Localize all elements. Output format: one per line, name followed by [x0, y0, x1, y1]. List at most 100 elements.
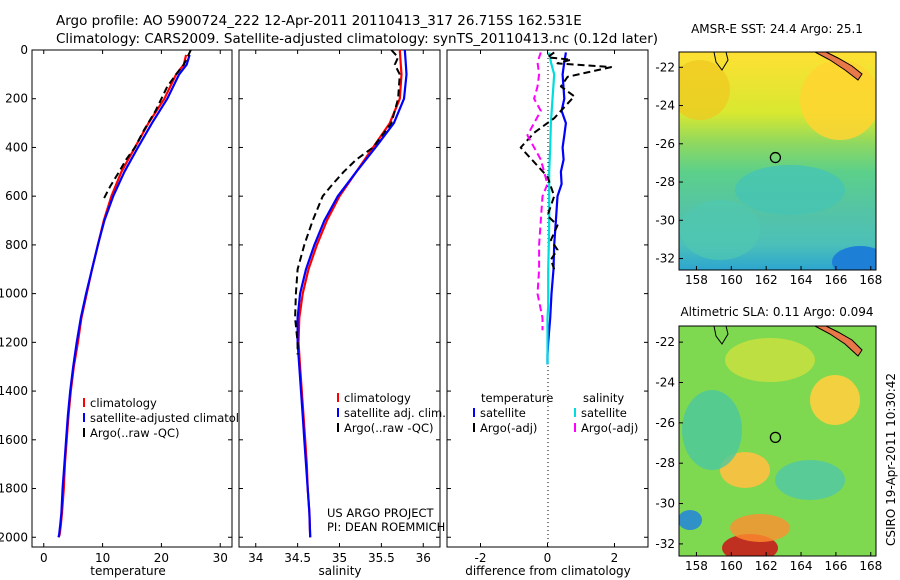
difference-legend-sal-satellite: satellite: [581, 406, 627, 420]
sst-map-title: AMSR-E SST: 24.4 Argo: 25.1: [691, 22, 863, 36]
temperature-xlabel: temperature: [90, 564, 165, 578]
sst-lat-tick-label: -30: [655, 213, 675, 227]
sst-lon-tick-label: 168: [859, 273, 882, 287]
temperature-series-satellite-adjusted-climatology: [57, 54, 191, 538]
salinity-legend-satellite: satellite adj. clim.: [344, 406, 446, 420]
temperature-legend: climatology satellite-adjusted climatolo…: [83, 396, 260, 440]
sla-map-panel: Altimetric SLA: 0.11 Argo: 0.094 158 160 1…: [655, 305, 882, 573]
sla-lat-tick-label: -28: [655, 456, 675, 470]
sla-orange-patch: [720, 452, 770, 488]
sst-cool-patch: [735, 165, 845, 215]
depth-tick-label: 1200: [0, 335, 28, 349]
sla-argo-location-marker: [769, 431, 782, 444]
salinity-xtick-label: 36: [416, 551, 431, 565]
depth-tick-label: 400: [5, 140, 28, 154]
sla-lon-tick-label: 160: [720, 559, 743, 573]
difference-legend: temperature satellite Argo(-adj) salinit…: [473, 391, 638, 435]
salinity-xtick-label: 35.5: [368, 551, 395, 565]
sla-blue-spot: [679, 510, 702, 530]
sla-lon-tick-label: 168: [859, 559, 882, 573]
sla-lon-tick-label: 166: [824, 559, 847, 573]
difference-legend-sal-argo: Argo(-adj): [581, 421, 638, 435]
depth-tick-label: 800: [5, 238, 28, 252]
sla-lat-tick-label: -30: [655, 497, 675, 511]
sla-lon-tick-label: 164: [790, 559, 813, 573]
sla-lon-tick-label: 162: [755, 559, 778, 573]
sst-lat-tick-label: -26: [655, 137, 675, 151]
sst-lon-tick-label: 166: [824, 273, 847, 287]
sla-orange-patch-2: [730, 514, 790, 542]
temperature-xtick-label: 20: [154, 551, 169, 565]
difference-series-argo-adj: [526, 52, 549, 331]
sla-lat-tick-label: -22: [655, 335, 675, 349]
difference-legend-temp-argo: Argo(-adj): [480, 421, 537, 435]
coast-outline: [713, 52, 729, 71]
sst-lon-tick-label: 158: [685, 273, 708, 287]
sla-cyan-patch: [682, 390, 742, 470]
difference-xtick-label: 2: [611, 551, 619, 565]
sla-map-title: Altimetric SLA: 0.11 Argo: 0.094: [680, 305, 873, 319]
salinity-series-satellite-adj-clim: [296, 49, 408, 538]
depth-tick-label: 600: [5, 189, 28, 203]
salinity-plot-frame: [238, 49, 441, 548]
salinity-legend-argo: Argo(..raw -QC): [344, 421, 434, 435]
salinity-series-argo-raw-qc: [294, 49, 401, 355]
sst-lon-tick-label: 160: [720, 273, 743, 287]
difference-legend-temp-satellite: satellite: [480, 406, 526, 420]
sst-cold-corner: [832, 246, 876, 270]
difference-xlabel: difference from climatology: [465, 564, 631, 578]
difference-series-satellite: [546, 52, 556, 365]
csiro-timestamp: CSIRO 19-Apr-2011 10:30:42: [884, 373, 898, 546]
temperature-legend-argo: Argo(..raw -QC): [90, 426, 180, 440]
temperature-xtick-label: 30: [213, 551, 228, 565]
sst-warm-patch: [800, 60, 876, 140]
difference-xtick-label: 0: [544, 551, 552, 565]
difference-series-satellite: [546, 52, 568, 365]
temperature-xtick-label: 0: [40, 551, 48, 565]
figure-title-line1: Argo profile: AO 5900724_222 12-Apr-2011…: [56, 13, 582, 29]
difference-profile-panel: -2 0 2 difference from climatology tempera…: [446, 49, 649, 578]
project-credit: US ARGO PROJECT: [327, 506, 435, 520]
sst-argo-location-marker: [769, 151, 782, 164]
sla-yellow-patch-2: [810, 375, 860, 425]
new-caledonia-island-sla: [814, 326, 863, 357]
sla-lon-tick-label: 158: [685, 559, 708, 573]
salinity-xtick-label: 34.5: [284, 551, 311, 565]
depth-tick-label: 1000: [0, 287, 28, 301]
sla-cyan-patch-2: [775, 460, 845, 500]
difference-legend-temperature: temperature: [481, 391, 553, 405]
temperature-xtick-label: 10: [95, 551, 110, 565]
sst-map-panel: AMSR-E SST: 24.4 Argo: 25.1 158 160 162 164…: [655, 22, 882, 287]
sla-lat-tick-label: -32: [655, 537, 675, 551]
depth-tick-label: 2000: [0, 530, 28, 544]
temperature-legend-satellite: satellite-adjusted climatology: [90, 411, 260, 425]
depth-tick-label: 200: [5, 92, 28, 106]
salinity-xtick-label: 35: [332, 551, 347, 565]
temperature-legend-climatology: climatology: [90, 396, 157, 410]
depth-tick-label: 1400: [0, 384, 28, 398]
sst-lat-tick-label: -24: [655, 99, 675, 113]
coast-outline-sla: [713, 326, 729, 345]
salinity-xlabel: salinity: [318, 564, 361, 578]
sla-lat-tick-label: -26: [655, 416, 675, 430]
sst-lon-tick-label: 164: [790, 273, 813, 287]
sst-lat-tick-label: -32: [655, 252, 675, 266]
sla-lat-tick-label: -24: [655, 375, 675, 389]
sst-lat-tick-label: -22: [655, 60, 675, 74]
difference-legend-salinity: salinity: [583, 391, 624, 405]
sst-cool-patch-2: [680, 200, 760, 260]
pi-credit: PI: DEAN ROEMMICH: [327, 520, 445, 534]
sst-lat-tick-label: -28: [655, 175, 675, 189]
sla-yellow-patch: [725, 338, 815, 382]
salinity-xtick-label: 34: [248, 551, 263, 565]
temperature-profile-panel: 0 10 20 30 0 200 400 600 800 1000 1200 1400 1600 1800…: [0, 43, 260, 578]
salinity-legend-climatology: climatology: [344, 391, 411, 405]
depth-tick-label: 1600: [0, 433, 28, 447]
depth-tick-label: 1800: [0, 482, 28, 496]
sst-warm-patch-2: [679, 60, 730, 120]
difference-xtick-label: -2: [475, 551, 487, 565]
temperature-series-argo-raw-qc: [101, 49, 192, 202]
sst-map-frame: [678, 51, 877, 271]
new-caledonia-island: [814, 52, 863, 81]
